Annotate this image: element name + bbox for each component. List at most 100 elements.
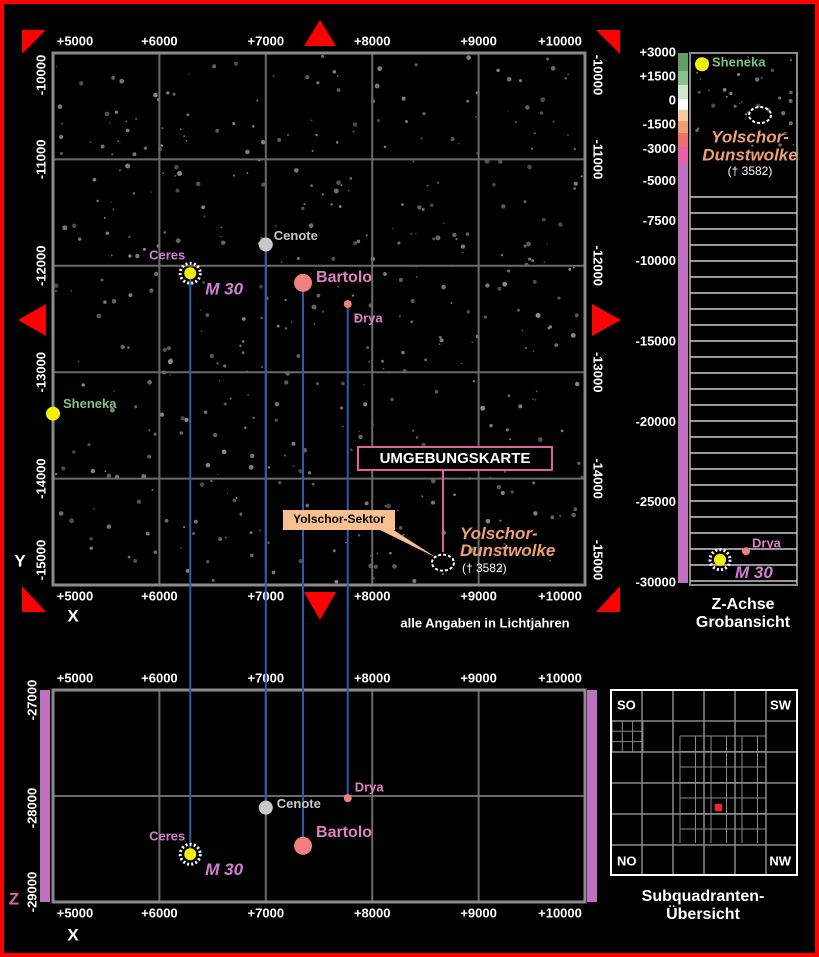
star bbox=[133, 558, 138, 563]
star bbox=[174, 164, 179, 170]
star bbox=[552, 121, 555, 123]
star bbox=[507, 394, 511, 398]
star bbox=[150, 288, 153, 291]
x-tick-label: +8000 bbox=[354, 905, 391, 920]
star bbox=[203, 215, 206, 218]
arrow-e bbox=[592, 304, 621, 336]
z-overview-tick-label: +3000 bbox=[639, 44, 676, 59]
star bbox=[404, 119, 409, 124]
star bbox=[127, 555, 131, 559]
star bbox=[498, 159, 503, 164]
star bbox=[239, 512, 243, 516]
star bbox=[506, 76, 512, 82]
star bbox=[434, 390, 439, 394]
object-label: Bartolo bbox=[316, 824, 372, 841]
star bbox=[465, 232, 470, 236]
star bbox=[410, 320, 413, 324]
star bbox=[747, 56, 749, 58]
star bbox=[323, 271, 326, 273]
x-tick-label: +6000 bbox=[141, 670, 178, 685]
star bbox=[106, 524, 112, 529]
star bbox=[58, 134, 64, 139]
star bbox=[93, 508, 95, 510]
star bbox=[232, 122, 236, 126]
star bbox=[275, 224, 277, 227]
z-tick-label: -28000 bbox=[24, 788, 39, 828]
star bbox=[374, 83, 380, 89]
object-label: († 3582) bbox=[462, 561, 507, 575]
star bbox=[501, 204, 506, 209]
star bbox=[216, 362, 219, 365]
star bbox=[220, 235, 222, 238]
star bbox=[415, 232, 417, 235]
star bbox=[348, 189, 350, 192]
star bbox=[313, 323, 316, 325]
star bbox=[202, 281, 206, 284]
star bbox=[421, 208, 425, 211]
y-tick-label: -10000 bbox=[33, 55, 48, 95]
corner-label: NW bbox=[769, 853, 791, 868]
star bbox=[756, 141, 758, 144]
star bbox=[182, 525, 186, 529]
star bbox=[153, 271, 159, 277]
star bbox=[147, 380, 152, 385]
star bbox=[382, 367, 385, 370]
star bbox=[453, 493, 457, 497]
star bbox=[450, 301, 453, 304]
x-tick-label: +5000 bbox=[57, 905, 94, 920]
star bbox=[316, 81, 320, 85]
star bbox=[573, 187, 576, 190]
star bbox=[109, 407, 115, 413]
star bbox=[505, 428, 509, 432]
star bbox=[546, 57, 549, 61]
star bbox=[274, 402, 280, 407]
object-label: Dunstwolke bbox=[460, 541, 555, 560]
star bbox=[438, 335, 442, 339]
star bbox=[574, 313, 579, 318]
star bbox=[58, 511, 64, 516]
star bbox=[397, 241, 401, 245]
star bbox=[471, 546, 476, 551]
object bbox=[258, 237, 273, 252]
star bbox=[260, 139, 266, 145]
star bbox=[79, 81, 84, 86]
corner-label: NO bbox=[617, 853, 637, 868]
star bbox=[220, 226, 223, 229]
star bbox=[149, 288, 154, 293]
object-label: Drya bbox=[752, 536, 782, 551]
object-label: Sheneka bbox=[712, 55, 766, 70]
z-bar-left bbox=[40, 690, 50, 902]
star bbox=[543, 261, 546, 264]
star bbox=[532, 398, 534, 400]
star bbox=[533, 511, 538, 516]
z-overview-tick-label: +1500 bbox=[639, 69, 676, 84]
star bbox=[460, 244, 466, 249]
object bbox=[742, 547, 750, 556]
star bbox=[353, 241, 358, 246]
star bbox=[249, 531, 253, 535]
object-label: Ceres bbox=[149, 829, 185, 844]
x-tick-label: +8000 bbox=[354, 670, 391, 685]
star bbox=[151, 489, 154, 492]
x-tick-label: +10000 bbox=[538, 588, 582, 603]
object bbox=[714, 553, 726, 566]
star bbox=[212, 432, 218, 438]
star bbox=[233, 61, 238, 66]
star bbox=[128, 254, 132, 258]
object-label: Cenote bbox=[277, 796, 321, 811]
star bbox=[489, 423, 493, 428]
arrow-w bbox=[18, 304, 46, 336]
star bbox=[485, 283, 490, 288]
star bbox=[532, 279, 537, 284]
star bbox=[147, 454, 152, 459]
star bbox=[421, 442, 426, 448]
star bbox=[276, 324, 280, 328]
star bbox=[430, 500, 436, 505]
sector-pointer bbox=[378, 529, 437, 558]
star bbox=[223, 402, 227, 406]
star bbox=[711, 103, 716, 108]
star bbox=[500, 490, 505, 496]
star bbox=[120, 344, 125, 350]
star bbox=[290, 321, 293, 323]
star bbox=[128, 293, 133, 298]
